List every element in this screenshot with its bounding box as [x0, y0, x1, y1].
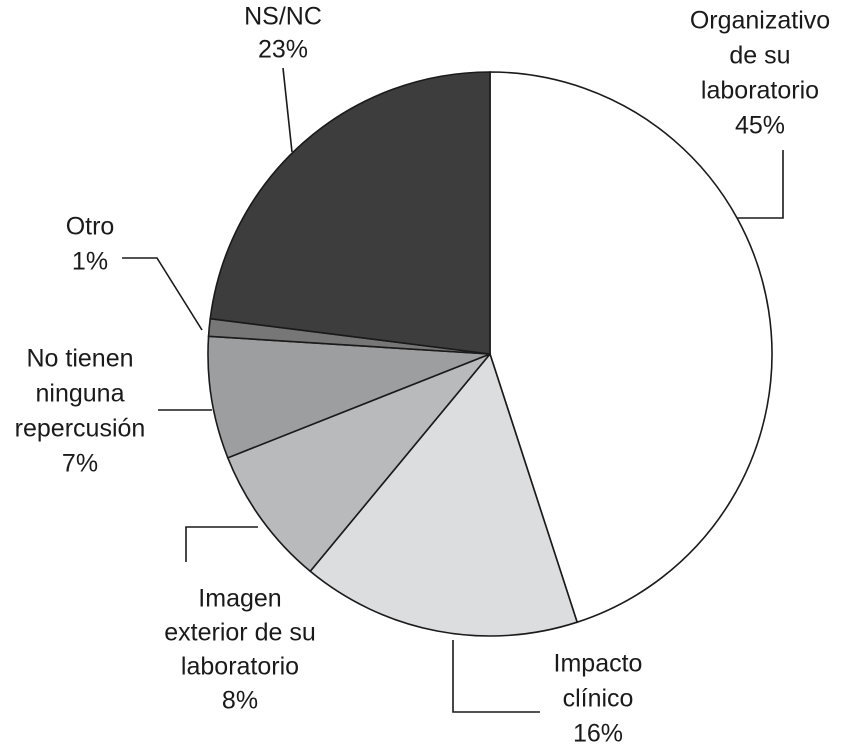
value-label: 8%: [222, 687, 258, 715]
slice-label: Organizativo: [690, 7, 830, 35]
value-label: 45%: [735, 112, 785, 140]
leader-line: [282, 67, 293, 153]
slice-label: Imagen: [198, 585, 281, 613]
slice-label: repercusión: [15, 415, 146, 443]
value-label: 16%: [573, 720, 623, 748]
pie-slice: [209, 71, 491, 355]
pie-slice: [309, 352, 579, 637]
leader-line: [737, 150, 784, 219]
value-label: 7%: [62, 450, 98, 478]
pie-slice: [207, 335, 491, 459]
slice-label: NS/NC: [244, 3, 322, 31]
slice-label: de su: [729, 42, 790, 70]
slice-label: ninguna: [36, 380, 125, 408]
slice-label: clínico: [563, 685, 634, 713]
slice-label: laboratorio: [701, 77, 819, 105]
slice-label: No tienen: [26, 345, 133, 373]
value-label: 23%: [258, 36, 308, 64]
pie-slice: [489, 71, 773, 624]
slice-label: Impacto: [554, 650, 643, 678]
leader-line: [122, 257, 203, 331]
leader-line: [185, 526, 258, 562]
value-label: 1%: [72, 248, 108, 276]
pie-slice: [226, 353, 491, 573]
slice-label: exterior de su: [164, 619, 315, 647]
slice-label: laboratorio: [181, 653, 299, 681]
slice-label: Otro: [66, 213, 115, 241]
leader-line: [452, 640, 540, 713]
